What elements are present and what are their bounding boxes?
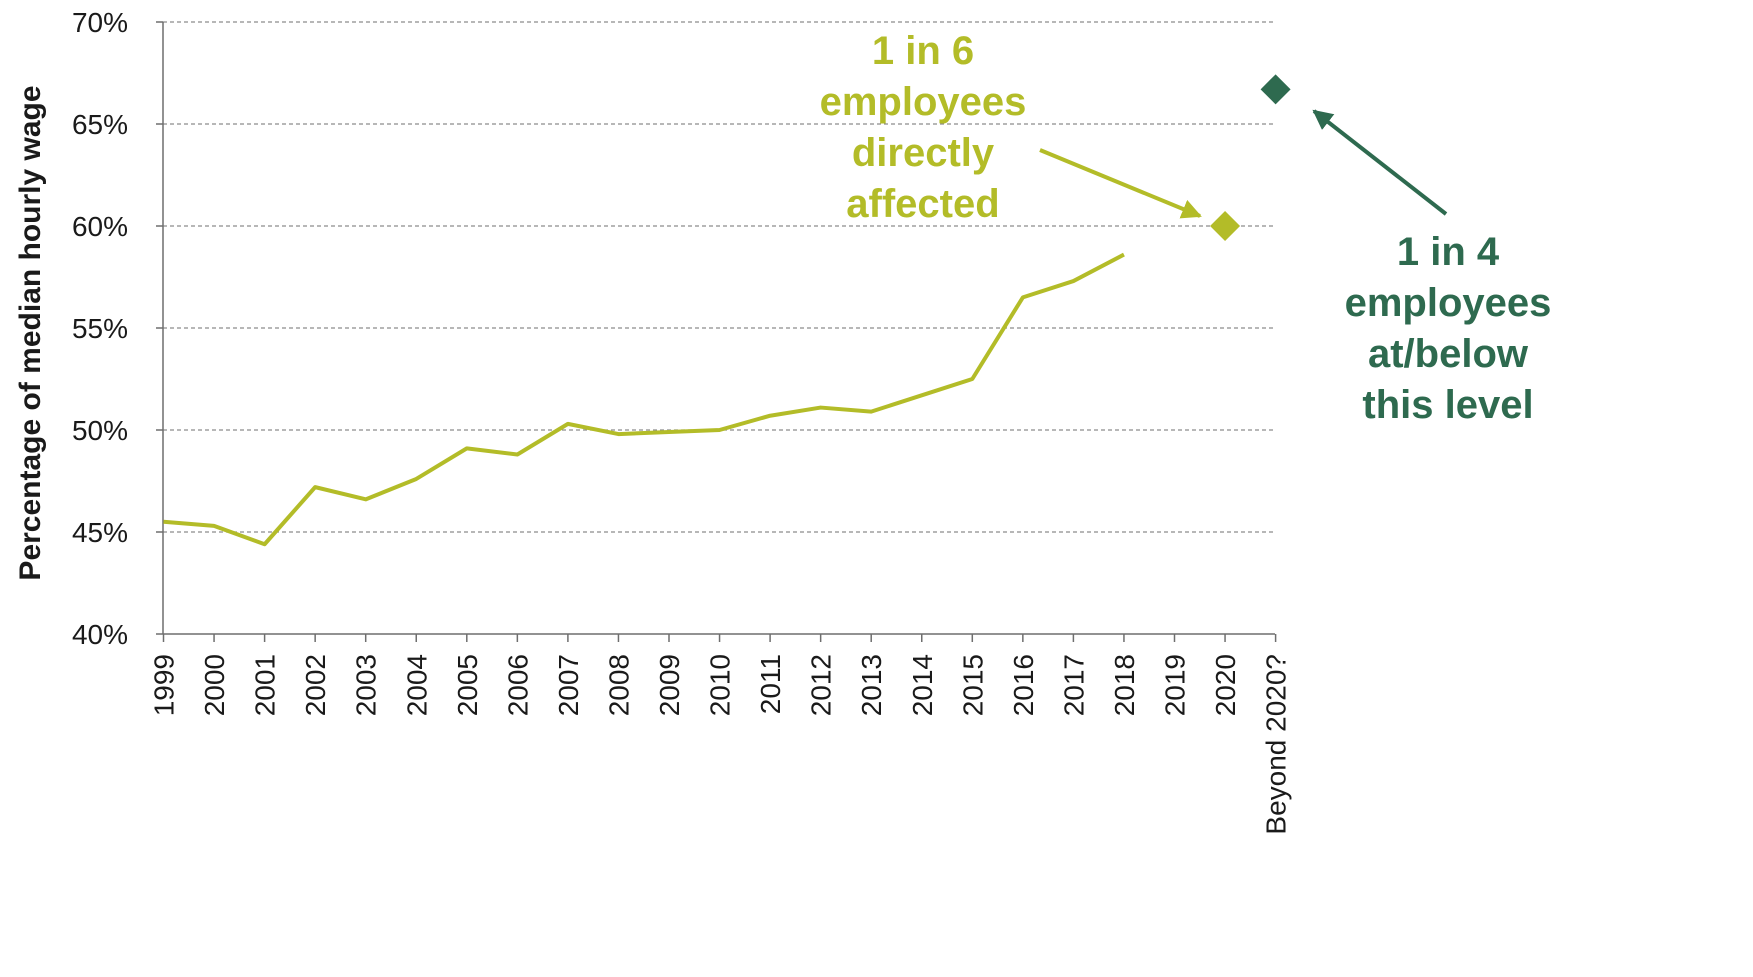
y-tick-label: 50% xyxy=(72,415,128,446)
x-tick-label: 2002 xyxy=(300,654,331,716)
y-tick-label: 65% xyxy=(72,109,128,140)
x-tick-label: 2004 xyxy=(401,654,432,716)
series-line xyxy=(163,252,1125,547)
x-tick-label: 2006 xyxy=(502,654,533,716)
point-markers xyxy=(1210,74,1291,241)
annotation-text: at/below xyxy=(1368,332,1529,376)
annotation-text: employees xyxy=(820,80,1027,124)
annotation-text: employees xyxy=(1345,281,1552,325)
series-layer xyxy=(163,252,1125,547)
x-tick-labels: 1999 2000 2001 2002 2003 2004 2005 2006 2007 2008… xyxy=(149,654,1292,835)
x-tick-label: 2012 xyxy=(806,654,837,716)
x-tick-label: 2007 xyxy=(553,654,584,716)
x-tick-label: 2009 xyxy=(654,654,685,716)
y-tick-label: 40% xyxy=(72,619,128,650)
annotation-text: directly xyxy=(852,131,995,175)
x-tick-label: 2020 xyxy=(1210,654,1241,716)
annotation-text: 1 in 6 xyxy=(872,29,974,73)
x-tick-label: 2003 xyxy=(351,654,382,716)
x-tick-label: 2017 xyxy=(1058,654,1089,716)
x-tick-label: 2013 xyxy=(856,654,887,716)
annotation-arrow xyxy=(1312,109,1448,216)
x-tick-label: 2008 xyxy=(603,654,634,716)
annotation-arrow xyxy=(1039,148,1202,219)
x-tick-label: Beyond 2020? xyxy=(1261,654,1292,835)
y-tick-label: 45% xyxy=(72,517,128,548)
y-axis-label: Percentage of median hourly wage xyxy=(14,85,47,580)
x-tick-label: 2015 xyxy=(957,654,988,716)
annotation-text: affected xyxy=(846,182,999,226)
y-tick-label: 60% xyxy=(72,211,128,242)
x-tick-label: 2019 xyxy=(1160,654,1191,716)
x-tick-label: 2000 xyxy=(199,654,230,716)
annotations: 1 in 6 employees directly affected 1 in 4 emp… xyxy=(820,29,1552,427)
x-tick-label: 2010 xyxy=(705,654,736,716)
x-tick-label: 2001 xyxy=(250,654,281,716)
x-tick-label: 1999 xyxy=(149,654,180,716)
x-tick-label: 2016 xyxy=(1008,654,1039,716)
x-tick-label: 2011 xyxy=(755,654,786,714)
point-marker xyxy=(1260,74,1291,105)
annotation-text: this level xyxy=(1362,383,1533,427)
annotation-text: 1 in 4 xyxy=(1397,230,1500,274)
y-tick-label: 55% xyxy=(72,313,128,344)
x-tick-label: 2018 xyxy=(1109,654,1140,716)
point-marker xyxy=(1210,211,1241,241)
axes xyxy=(156,21,1277,642)
gridlines xyxy=(163,21,1275,533)
y-tick-label: 70% xyxy=(72,7,128,38)
x-tick-label: 2005 xyxy=(452,654,483,716)
x-tick-label: 2014 xyxy=(907,654,938,716)
y-tick-labels: 40% 45% 50% 55% 60% 65% 70% xyxy=(72,7,128,650)
